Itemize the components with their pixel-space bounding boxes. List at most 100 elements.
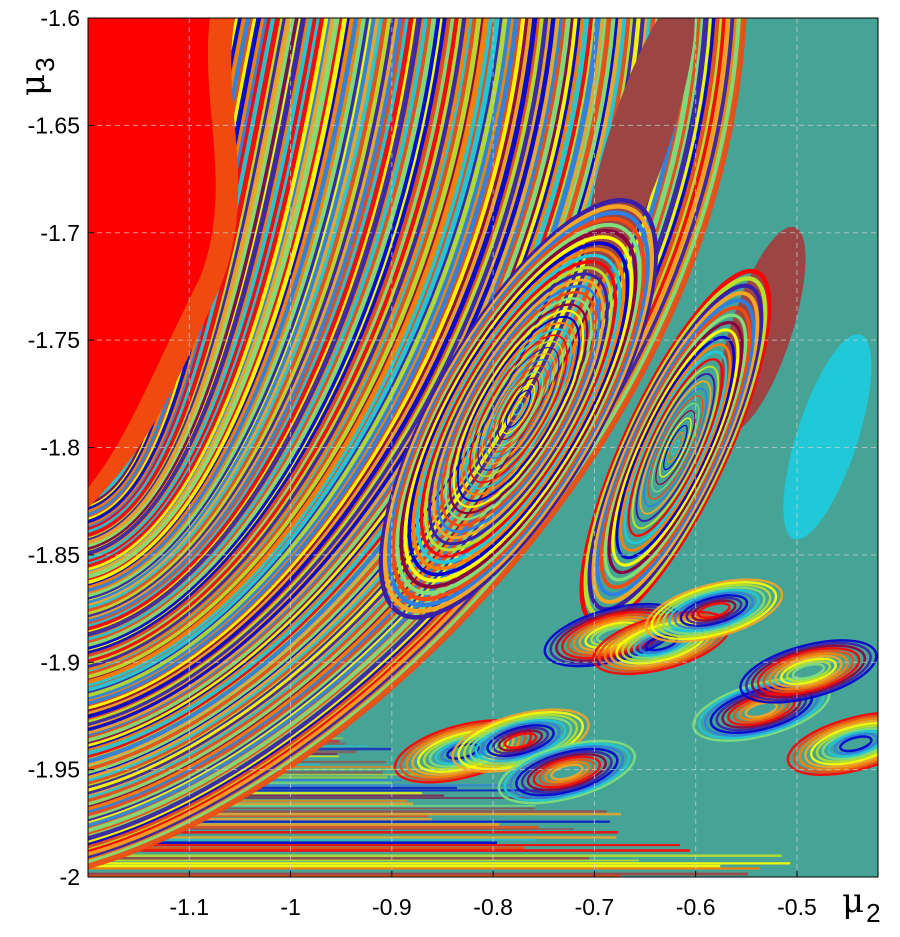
y-tick-label: -1.9: [40, 649, 80, 675]
basin-arc: [656, 583, 772, 638]
basin-arc: [679, 594, 749, 628]
basin-stripe: [88, 867, 760, 870]
basin-arc: [88, 18, 362, 596]
basin-stripe: [88, 786, 457, 790]
basin-arc: [804, 719, 878, 769]
basin-arc: [399, 721, 527, 781]
basin-arc: [88, 18, 396, 620]
basin-arc: [750, 644, 867, 699]
basin-arc: [792, 714, 878, 774]
spiral-ring: [595, 298, 756, 597]
basin-arc: [744, 701, 779, 719]
basin-arc: [88, 18, 424, 640]
y-tick-label: -1.8: [40, 435, 80, 461]
spiral-ring: [659, 417, 692, 478]
spiral-ring: [382, 204, 654, 614]
spiral-ring: [505, 389, 532, 428]
spiral-ring: [651, 402, 700, 493]
y-tick-label: -1.6: [40, 5, 80, 31]
basin-arc: [662, 586, 766, 635]
x-tick-label: -0.5: [777, 894, 817, 920]
spiral-ring: [643, 387, 708, 508]
spiral-ring: [436, 284, 601, 533]
basin-stripe: [88, 872, 749, 876]
basin-arc: [88, 18, 342, 582]
spiral-ring: [489, 365, 548, 453]
basin-arc: [88, 18, 441, 651]
spiral-ring: [428, 272, 609, 546]
basin-arc: [673, 591, 755, 630]
spiral-ring: [399, 229, 638, 589]
basin-stripe: [88, 825, 539, 829]
basin-stripe: [88, 815, 429, 818]
basin-arc: [532, 755, 602, 789]
spiral-ring: [639, 380, 712, 515]
basin-stripe: [88, 828, 575, 830]
basin-stripe: [88, 823, 500, 827]
basin-arc: [88, 18, 747, 870]
spiral-ring: [452, 309, 585, 509]
x-axis-ticks: -1.1 -1 -0.9 -0.8 -0.7 -0.6 -0.5: [169, 871, 817, 920]
basin-arc: [88, 18, 329, 573]
basin-arc: [88, 18, 572, 745]
basin-arc: [821, 727, 878, 761]
basin-arc: [798, 716, 878, 771]
basin-arc: [88, 18, 467, 670]
basin-arc: [88, 18, 471, 672]
y-axis-symbol: μ: [13, 74, 53, 96]
basin-arc: [809, 722, 878, 766]
basin-arc: [780, 657, 837, 686]
basin-arc: [405, 724, 521, 779]
basin-arc: [486, 724, 555, 758]
y-tick-label: -1.95: [28, 757, 80, 783]
basin-arc: [88, 18, 563, 738]
basin-stripe: [88, 805, 536, 807]
basin-arc: [88, 18, 460, 665]
spiral-ring: [493, 371, 544, 447]
x-tick-label: -0.7: [575, 894, 615, 920]
basin-arc: [88, 18, 359, 594]
spiral-ring: [477, 346, 560, 471]
basin-arc: [88, 18, 366, 599]
basin-arc: [88, 18, 520, 707]
basin-arc: [88, 18, 266, 528]
spiral-ring: [663, 424, 688, 471]
basin-stripe: [88, 841, 498, 845]
spiral-ring: [411, 247, 626, 571]
y-axis-subscript: 3: [30, 57, 60, 71]
basin-arc: [88, 18, 550, 729]
spiral-ring: [460, 322, 576, 496]
basin-stripe: [88, 851, 753, 855]
basin-arc: [88, 18, 515, 704]
x-tick-label: -0.6: [676, 894, 716, 920]
basin-stripe: [88, 846, 525, 850]
y-tick-label: -1.75: [28, 327, 80, 353]
basin-arc: [827, 729, 878, 758]
basin-arc: [544, 760, 590, 784]
basin-arc: [497, 739, 637, 805]
spiral-ring: [456, 315, 581, 502]
basin-arc: [697, 602, 731, 620]
spiral-ring: [481, 353, 556, 465]
basin-arc: [88, 18, 735, 861]
y-axis-label: μ3: [13, 57, 60, 96]
basin-arc: [833, 732, 878, 755]
basin-arc: [88, 18, 483, 681]
basin-arc: [644, 578, 784, 643]
basin-stripe: [88, 849, 690, 853]
basin-arc: [88, 18, 318, 565]
basin-arc: [88, 18, 393, 618]
spiral-ring: [497, 377, 540, 441]
basin-arc: [88, 18, 416, 634]
spiral-ring: [403, 235, 634, 583]
basin-arc: [88, 18, 348, 586]
basin-stripe: [88, 820, 610, 823]
basin-stripe: [88, 792, 422, 795]
basin-arc: [88, 18, 511, 701]
basin-arc: [768, 652, 849, 691]
basin-stripe: [88, 818, 432, 821]
basin-arc: [88, 18, 691, 830]
x-axis-subscript: 2: [866, 898, 880, 928]
svg-text:μ3: μ3: [13, 57, 60, 96]
